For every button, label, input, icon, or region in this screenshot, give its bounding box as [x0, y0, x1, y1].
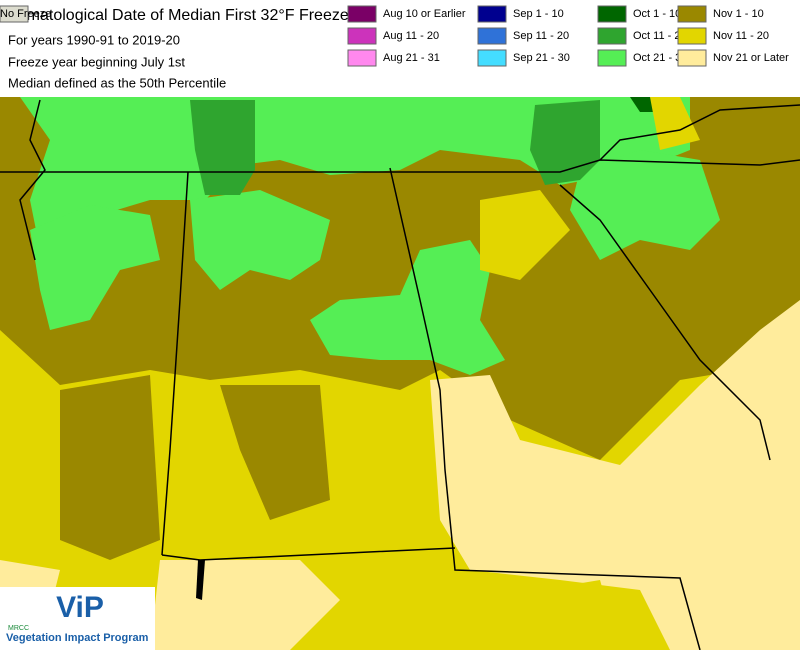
logo-name: ViP [56, 591, 104, 624]
logo-org: MRCC [8, 625, 29, 632]
legend-swatch [597, 27, 627, 45]
legend-label: Aug 10 or Earlier [383, 8, 466, 20]
header-panel [0, 0, 800, 97]
subtitle: For years 1990-91 to 2019-20 [8, 32, 180, 47]
legend-label: Nov 11 - 20 [713, 30, 769, 42]
subtitle: Freeze year beginning July 1st [8, 54, 185, 69]
legend-label: Sep 11 - 20 [513, 30, 569, 42]
legend-swatch [677, 5, 707, 23]
legend-swatch [477, 27, 507, 45]
legend-swatch [347, 27, 377, 45]
legend-label: Sep 21 - 30 [513, 52, 570, 64]
legend-label: Nov 21 or Later [713, 52, 789, 64]
legend-swatch [677, 27, 707, 45]
legend-swatch [597, 49, 627, 67]
legend-swatch [347, 5, 377, 23]
legend-swatch [477, 49, 507, 67]
legend-swatch [597, 5, 627, 23]
legend-label: Sep 1 - 10 [513, 8, 564, 20]
legend-label: No Freeze [0, 8, 51, 20]
legend-swatch [347, 49, 377, 67]
title: Climatological Date of Median First 32°F… [8, 7, 349, 24]
subtitle: Median defined as the 50th Percentile [8, 75, 226, 90]
legend-label: Oct 1 - 10 [633, 8, 681, 20]
legend-swatch [677, 49, 707, 67]
legend-label: Aug 21 - 31 [383, 52, 440, 64]
legend-label: Aug 11 - 20 [383, 30, 439, 42]
legend-swatch [477, 5, 507, 23]
logo: MRCC ViP Vegetation Impact Program [0, 587, 155, 650]
legend: Aug 10 or Earlier Aug 11 - 20 Aug 21 - 31 S… [0, 5, 789, 67]
legend-swatch [0, 5, 29, 23]
legend-label: Oct 21 - 31 [633, 52, 687, 64]
logo-subtitle: Vegetation Impact Program [6, 632, 149, 644]
legend-label: Nov 1 - 10 [713, 8, 764, 20]
legend-label: Oct 11 - 20 [633, 30, 687, 42]
map [0, 97, 800, 650]
